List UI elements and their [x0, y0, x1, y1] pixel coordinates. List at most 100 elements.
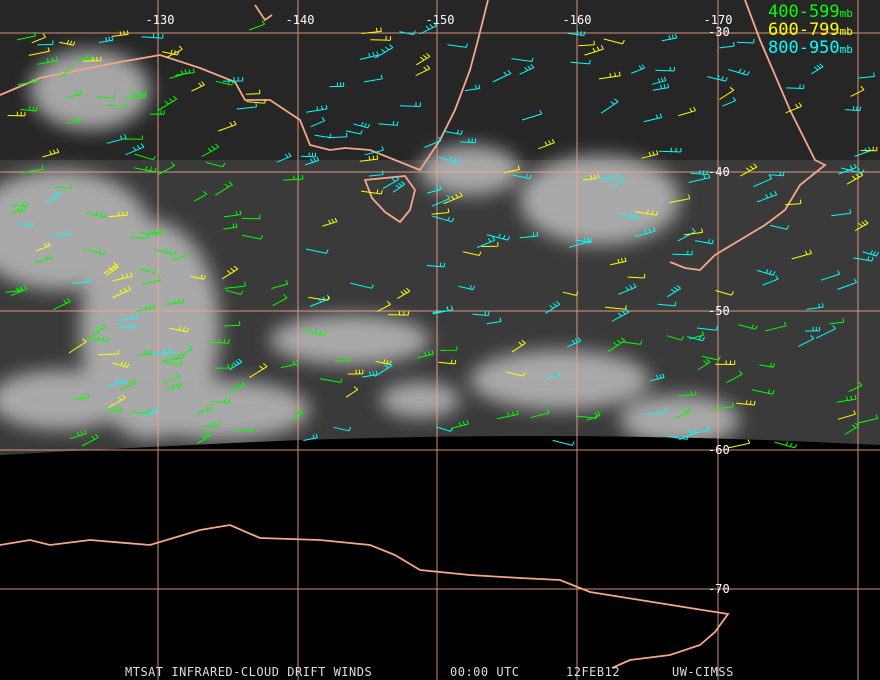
wind-barb [9, 206, 26, 214]
wind-barb [7, 111, 26, 117]
wind-barb [786, 84, 805, 89]
wind-barb [108, 211, 128, 218]
wind-barb [650, 373, 665, 382]
wind-barb [512, 173, 532, 180]
wind-barb [658, 147, 682, 153]
wind-barb [130, 234, 149, 239]
wind-barb [486, 233, 511, 241]
wind-barb [667, 285, 682, 298]
wind-barb [69, 429, 87, 439]
wind-barb [715, 360, 736, 365]
wind-barb [283, 175, 304, 181]
wind-barb [519, 63, 535, 75]
wind-barb [308, 296, 330, 301]
wind-barb [165, 298, 184, 305]
wind-barb [222, 76, 244, 82]
wind-barb [107, 378, 127, 386]
wind-barb [538, 138, 555, 150]
wind-barb [224, 281, 246, 289]
legend-unit: mb [840, 43, 853, 56]
wind-barb [853, 256, 874, 262]
wind-barb [28, 47, 50, 56]
wind-barb [98, 36, 114, 43]
wind-barb [634, 227, 656, 238]
wind-barb [416, 53, 431, 66]
wind-barb [416, 350, 434, 359]
wind-barb [396, 287, 411, 300]
wind-barb [153, 248, 177, 256]
wind-barb [756, 190, 778, 203]
wind-barb [108, 394, 126, 409]
wind-barb [151, 349, 174, 354]
wind-barb [715, 290, 734, 296]
footer-text: UW-CIMSS [672, 665, 734, 679]
wind-barb [21, 165, 44, 174]
wind-barb [229, 358, 243, 371]
wind-barb [711, 402, 734, 410]
wind-barb [844, 422, 860, 435]
wind-barb [810, 63, 824, 75]
wind-barb [845, 106, 861, 112]
wind-barb [443, 192, 463, 205]
wind-barb [652, 83, 670, 91]
wind-barb [728, 439, 751, 449]
wind-barb [166, 45, 183, 59]
wind-barb [492, 69, 512, 83]
latitude-label: -40 [708, 165, 730, 179]
wind-barb [519, 231, 539, 239]
wind-barb [218, 120, 237, 132]
wind-barb [694, 238, 714, 245]
latitude-label: -30 [708, 25, 730, 39]
wind-barb [314, 133, 332, 138]
wind-barb [462, 251, 482, 256]
wind-barb [118, 323, 136, 329]
wind-barb [37, 56, 58, 65]
wind-barb [158, 162, 175, 176]
coastlines [0, 0, 827, 669]
wind-barb [426, 262, 446, 268]
wind-barb [586, 411, 601, 421]
wind-barb [86, 335, 109, 342]
wind-barb [860, 146, 878, 152]
wind-barb [246, 99, 266, 104]
wind-barb [774, 441, 798, 449]
wind-barb [769, 224, 790, 230]
wind-barb [460, 138, 477, 144]
wind-barb [139, 229, 159, 235]
wind-barb [112, 285, 131, 298]
wind-barb [125, 143, 145, 156]
wind-barb [245, 89, 261, 95]
wind-barb [134, 153, 156, 161]
wind-barb [363, 74, 383, 83]
wind-barb [120, 135, 143, 140]
wind-barb [175, 68, 195, 76]
wind-barb [98, 349, 120, 356]
longitude-label: -170 [704, 13, 733, 27]
wind-barb [214, 363, 233, 369]
wind-barb [248, 20, 266, 31]
wind-barb [17, 77, 38, 86]
wind-barb [333, 357, 351, 363]
legend-entry: 800-950mb [768, 38, 853, 58]
wind-barb [112, 272, 133, 282]
wind-barb [431, 208, 450, 215]
cloud-imagery [0, 0, 880, 455]
wind-barb [850, 86, 865, 97]
wind-barb [815, 325, 836, 339]
wind-barb [304, 156, 320, 166]
wind-barb [426, 185, 442, 194]
wind-barb [45, 191, 61, 204]
footer: MTSAT INFRARED-CLOUD DRIFT WINDS 00:00 UT… [125, 665, 734, 679]
wind-barb [345, 386, 359, 398]
wind-barb [300, 152, 317, 158]
wind-barb [169, 326, 189, 333]
wind-barb [399, 102, 421, 107]
wind-barb [736, 400, 756, 406]
wind-barb [361, 189, 383, 195]
wind-barb [227, 381, 246, 394]
wind-barb [303, 329, 327, 337]
wind-barb [738, 324, 758, 330]
wind-barb [214, 181, 233, 196]
